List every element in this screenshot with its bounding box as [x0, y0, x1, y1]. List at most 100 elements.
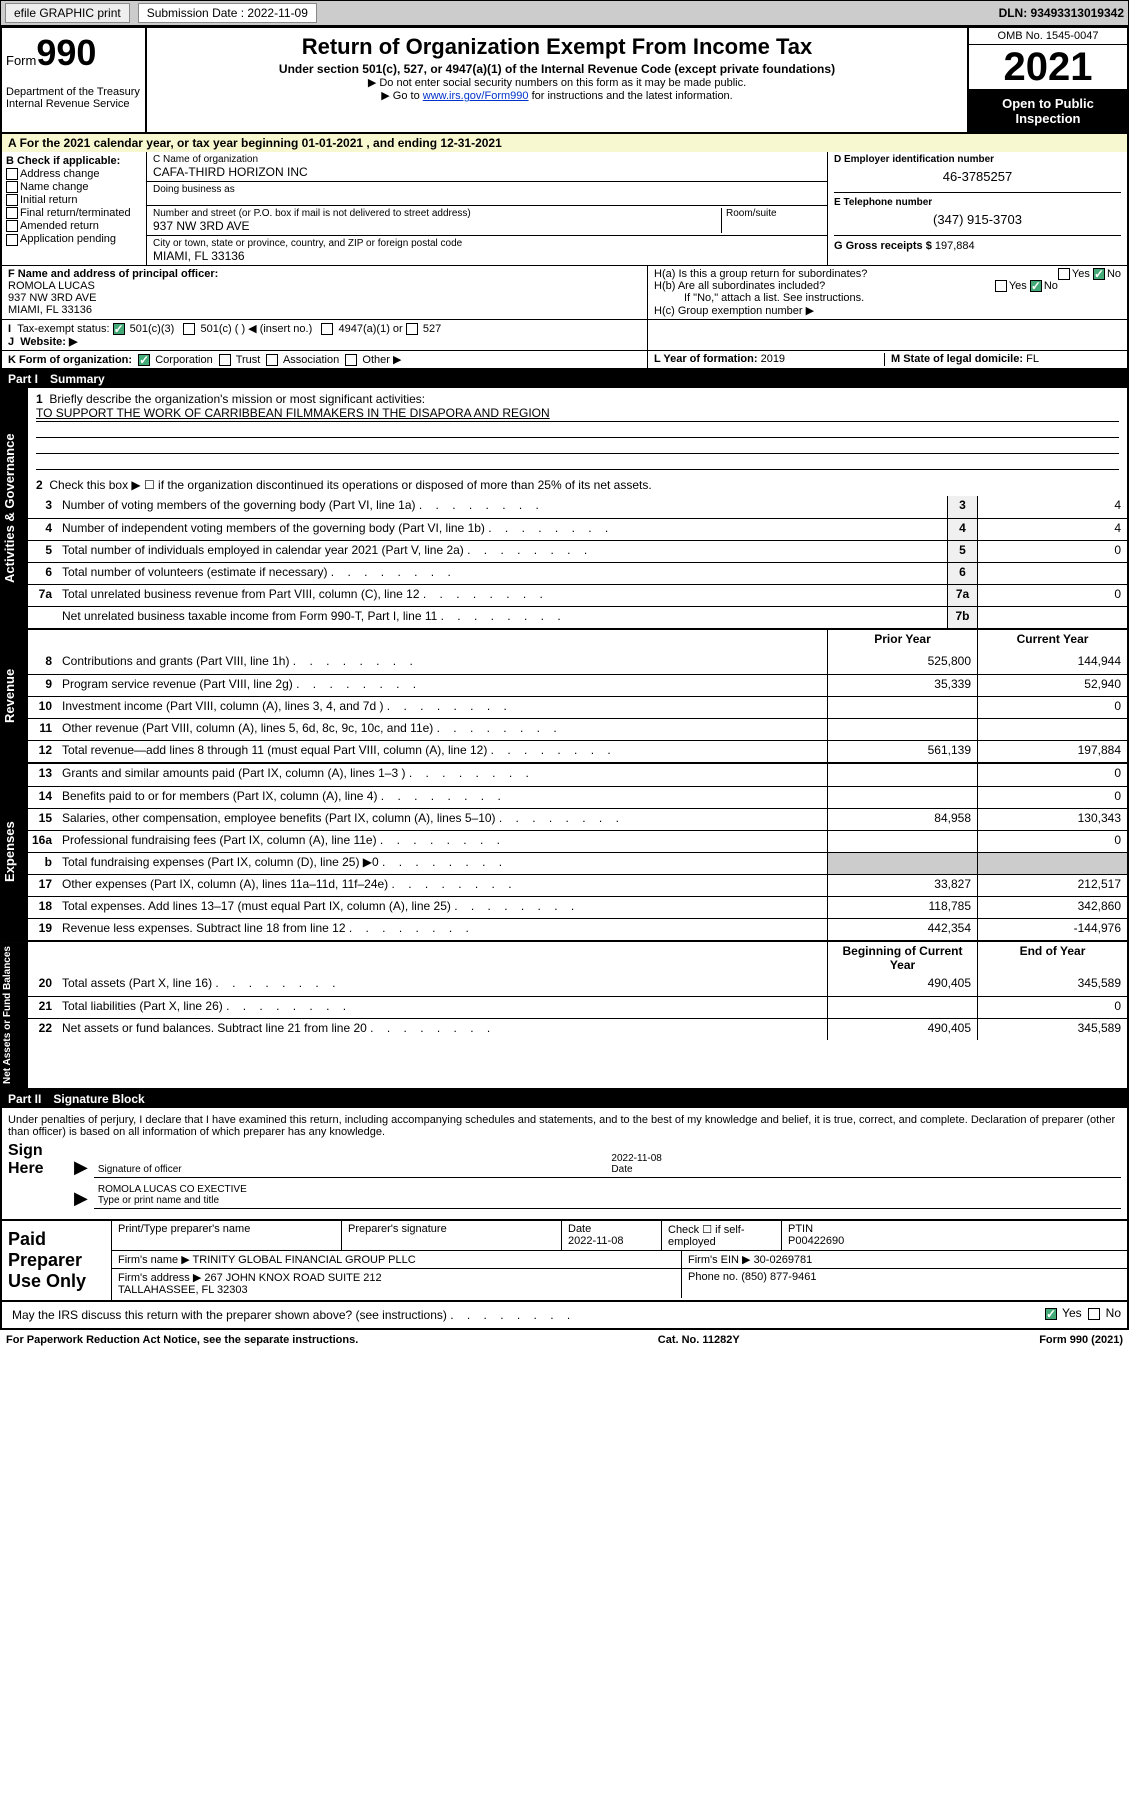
h-b-note: If "No," attach a list. See instructions… — [654, 292, 1121, 304]
form-note-2: ▶ Go to www.irs.gov/Form990 for instruct… — [155, 89, 959, 102]
checkbox-icon[interactable] — [6, 194, 18, 206]
part-i-header: Part I Summary — [2, 370, 1127, 388]
header-left: Form990 Department of the Treasury Inter… — [2, 28, 147, 132]
checkbox-icon[interactable] — [266, 354, 278, 366]
dln-label: DLN: 93493313019342 — [999, 6, 1124, 20]
col-c-org: C Name of organization CAFA-THIRD HORIZO… — [147, 152, 827, 265]
header-right: OMB No. 1545-0047 2021 Open to Public In… — [967, 28, 1127, 132]
checkbox-icon[interactable] — [183, 323, 195, 335]
gov-lines: 3Number of voting members of the governi… — [28, 496, 1127, 628]
checkbox-icon[interactable] — [321, 323, 333, 335]
checkbox-icon[interactable] — [345, 354, 357, 366]
dept-label: Department of the Treasury Internal Reve… — [6, 86, 141, 110]
tab-revenue: Revenue — [2, 630, 28, 762]
form-header: Form990 Department of the Treasury Inter… — [2, 28, 1127, 134]
section-revenue: Revenue Prior Year Current Year 8Contrib… — [2, 630, 1127, 764]
summary-line: 3Number of voting members of the governi… — [28, 496, 1127, 518]
signature-block: Under penalties of perjury, I declare th… — [2, 1108, 1127, 1219]
efile-button[interactable]: efile GRAPHIC print — [5, 3, 130, 23]
tab-net-assets: Net Assets or Fund Balances — [2, 942, 28, 1088]
paid-preparer: Paid Preparer Use Only Print/Type prepar… — [2, 1219, 1127, 1300]
checkbox-checked-icon[interactable] — [1045, 1308, 1057, 1320]
checkbox-icon[interactable] — [219, 354, 231, 366]
summary-line: 16aProfessional fundraising fees (Part I… — [28, 830, 1127, 852]
checkbox-icon[interactable] — [6, 220, 18, 232]
h-group: H(a) Is this a group return for subordin… — [647, 266, 1127, 319]
section-net-assets: Net Assets or Fund Balances Beginning of… — [2, 942, 1127, 1090]
checkbox-checked-icon[interactable] — [1030, 280, 1042, 292]
checkbox-icon[interactable] — [995, 280, 1007, 292]
governance-body: 1 Briefly describe the organization's mi… — [28, 388, 1127, 628]
summary-line: bTotal fundraising expenses (Part IX, co… — [28, 852, 1127, 874]
prep-header-row: Print/Type preparer's name Preparer's si… — [112, 1221, 1127, 1251]
checkbox-icon[interactable] — [1058, 268, 1070, 280]
dba-field: Doing business as — [147, 182, 827, 206]
officer-signature[interactable]: Signature of officer — [94, 1162, 608, 1178]
summary-line: Net unrelated business taxable income fr… — [28, 606, 1127, 628]
block-fh: F Name and address of principal officer:… — [2, 266, 1127, 320]
block-bcd: B Check if applicable: Address change Na… — [2, 152, 1127, 266]
summary-line: 7aTotal unrelated business revenue from … — [28, 584, 1127, 606]
summary-line: 11Other revenue (Part VIII, column (A), … — [28, 718, 1127, 740]
mission-blank — [36, 454, 1119, 470]
checkbox-checked-icon[interactable] — [113, 323, 125, 335]
block-klm: K Form of organization: Corporation Trus… — [2, 351, 1127, 370]
mission-text: TO SUPPORT THE WORK OF CARRIBBEAN FILMMA… — [36, 406, 1119, 422]
open-inspection: Open to Public Inspection — [969, 90, 1127, 132]
checkbox-icon[interactable] — [6, 234, 18, 246]
arrow-icon: ▶ — [74, 1188, 88, 1209]
col-header: Prior Year Current Year — [28, 630, 1127, 652]
net-lines: 20Total assets (Part X, line 16)490,4053… — [28, 974, 1127, 1040]
mission-blank — [36, 438, 1119, 454]
summary-line: 12Total revenue—add lines 8 through 11 (… — [28, 740, 1127, 762]
summary-line: 15Salaries, other compensation, employee… — [28, 808, 1127, 830]
net-col-header: Beginning of Current Year End of Year — [28, 942, 1127, 974]
checkbox-icon[interactable] — [6, 207, 18, 219]
rev-lines: 8Contributions and grants (Part VIII, li… — [28, 652, 1127, 762]
tab-governance: Activities & Governance — [2, 388, 28, 628]
b-item: Address change — [6, 168, 142, 180]
tab-expenses: Expenses — [2, 764, 28, 940]
summary-q2: 2 Check this box ▶ ☐ if the organization… — [28, 474, 1127, 496]
part-ii-header: Part II Signature Block — [2, 1090, 1127, 1108]
omb-number: OMB No. 1545-0047 — [969, 28, 1127, 45]
checkbox-checked-icon[interactable] — [1093, 268, 1105, 280]
mission-blank — [36, 422, 1119, 438]
h-b: H(b) Are all subordinates included? Yes … — [654, 280, 1121, 292]
checkbox-icon[interactable] — [406, 323, 418, 335]
page-footer: For Paperwork Reduction Act Notice, see … — [0, 1330, 1129, 1350]
form-note-1: ▶ Do not enter social security numbers o… — [155, 76, 959, 89]
section-expenses: Expenses 13Grants and similar amounts pa… — [2, 764, 1127, 942]
gross-receipts: G Gross receipts $ 197,884 — [834, 240, 1121, 252]
col-b-checkboxes: B Check if applicable: Address change Na… — [2, 152, 147, 265]
arrow-icon: ▶ — [74, 1157, 88, 1178]
footer-center: Cat. No. 11282Y — [658, 1334, 740, 1346]
i-status: I Tax-exempt status: 501(c)(3) 501(c) ( … — [2, 320, 647, 350]
officer-name: ROMOLA LUCAS CO EXECTIVEType or print na… — [94, 1182, 1121, 1209]
block-ij: I Tax-exempt status: 501(c)(3) 501(c) ( … — [2, 320, 1127, 351]
lm-block: L Year of formation: 2019 M State of leg… — [647, 351, 1127, 368]
summary-line: 13Grants and similar amounts paid (Part … — [28, 764, 1127, 786]
summary-line: 6Total number of volunteers (estimate if… — [28, 562, 1127, 584]
b-item: Final return/terminated — [6, 207, 142, 219]
checkbox-icon[interactable] — [6, 181, 18, 193]
footer-left: For Paperwork Reduction Act Notice, see … — [6, 1334, 358, 1346]
b-item: Initial return — [6, 194, 142, 206]
irs-link[interactable]: www.irs.gov/Form990 — [423, 90, 529, 102]
h-c: H(c) Group exemption number ▶ — [654, 304, 1121, 317]
checkbox-icon[interactable] — [6, 168, 18, 180]
summary-line: 17Other expenses (Part IX, column (A), l… — [28, 874, 1127, 896]
discuss-line: May the IRS discuss this return with the… — [2, 1300, 1127, 1328]
b-item: Application pending — [6, 233, 142, 245]
form-number: 990 — [36, 32, 96, 73]
summary-line: 4Number of independent voting members of… — [28, 518, 1127, 540]
line-a-taxyear: A For the 2021 calendar year, or tax yea… — [2, 134, 1127, 152]
checkbox-checked-icon[interactable] — [138, 354, 150, 366]
sig-row-2: ▶ ROMOLA LUCAS CO EXECTIVEType or print … — [8, 1182, 1121, 1209]
summary-line: 14Benefits paid to or for members (Part … — [28, 786, 1127, 808]
summary-line: 8Contributions and grants (Part VIII, li… — [28, 652, 1127, 674]
revenue-body: Prior Year Current Year 8Contributions a… — [28, 630, 1127, 762]
form-title: Return of Organization Exempt From Incom… — [155, 34, 959, 60]
checkbox-icon[interactable] — [1088, 1308, 1100, 1320]
summary-line: 5Total number of individuals employed in… — [28, 540, 1127, 562]
